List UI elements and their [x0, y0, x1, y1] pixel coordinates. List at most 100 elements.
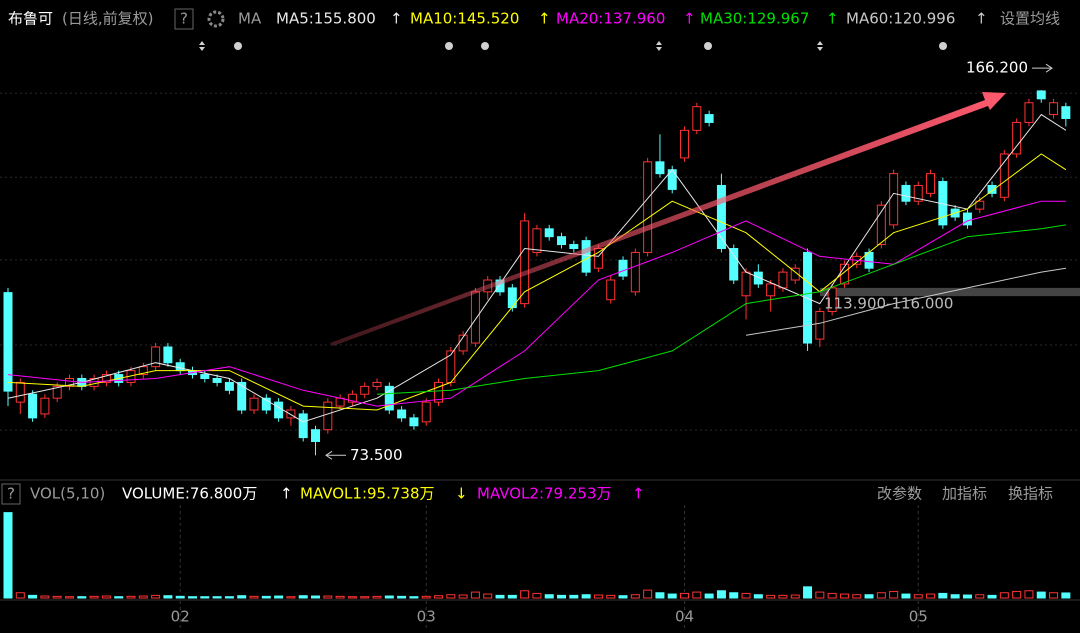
candle-body	[360, 385, 370, 395]
help[interactable]: ?	[7, 485, 15, 503]
candle-body	[778, 271, 788, 289]
action-button[interactable]: 加指标	[942, 485, 987, 503]
candle-body	[434, 381, 444, 403]
volume-bar	[77, 596, 87, 599]
volume-trend: ↑	[280, 485, 293, 503]
candle-body	[409, 417, 419, 427]
volume-bar	[716, 590, 726, 599]
ma-label: MA	[238, 10, 262, 28]
mavol-legend: MAVOL1:95.738万	[300, 485, 435, 503]
candle-body	[261, 397, 271, 411]
candle-body	[3, 292, 13, 392]
volume-bar	[532, 592, 542, 599]
volume-bar	[409, 596, 419, 599]
candle-body	[569, 244, 579, 250]
ma-line	[7, 153, 1067, 411]
ma-trend: ↑	[826, 10, 839, 28]
event-markers	[199, 41, 947, 51]
period: (日线,前复权)	[62, 10, 153, 28]
volume-bar	[839, 593, 849, 599]
action-button[interactable]: 改参数	[877, 485, 922, 503]
candle-body	[680, 129, 690, 159]
candle-body	[839, 263, 849, 285]
volume-bar	[864, 594, 874, 599]
volume-bar	[360, 596, 370, 599]
candle-body	[913, 184, 923, 202]
help-box[interactable]	[1, 483, 21, 505]
volume-bar	[224, 596, 234, 599]
candle-body	[803, 251, 813, 344]
x-tick-label: 05	[909, 608, 928, 626]
volume-bar	[298, 595, 308, 599]
help-box[interactable]	[174, 8, 194, 30]
action-button[interactable]: 换指标	[1008, 485, 1053, 503]
volume-bar	[335, 595, 345, 599]
candle-body	[298, 413, 308, 439]
volume-bar	[163, 595, 173, 599]
candle-body	[15, 381, 25, 403]
volume-bar	[507, 594, 517, 599]
volume-bar	[151, 594, 161, 599]
x-tick-label: 02	[171, 608, 190, 626]
candle-body	[323, 401, 333, 431]
volume-bar	[212, 596, 222, 599]
ma-legend: MA20:137.960	[556, 10, 665, 28]
marker	[817, 41, 823, 51]
high-pointer-head	[1045, 63, 1053, 73]
volume-bar	[1024, 590, 1034, 599]
candle-body	[28, 393, 38, 419]
ma-trend: ↑	[683, 10, 696, 28]
volume-bar	[557, 594, 567, 599]
volume-bar	[889, 590, 899, 599]
trend-arrow	[330, 92, 1006, 346]
candle-body	[815, 311, 825, 340]
candle-body	[790, 267, 800, 281]
volume-bar	[286, 596, 296, 599]
volume-bar	[630, 594, 640, 599]
volume-bar	[520, 590, 530, 599]
help[interactable]: ?	[180, 10, 188, 28]
candle-body	[372, 381, 382, 387]
volume-bar	[249, 595, 259, 599]
marker	[939, 42, 947, 50]
low-label: 73.500	[350, 446, 403, 464]
settings-icon[interactable]	[207, 10, 225, 28]
candle-body	[200, 374, 210, 379]
volume-bar	[618, 595, 628, 599]
volume-bar	[138, 595, 148, 599]
volume-bar	[397, 595, 407, 599]
volume-bar	[544, 594, 554, 599]
candle-body	[1036, 90, 1046, 100]
candle-body	[655, 161, 665, 175]
candle-body	[962, 212, 972, 226]
volume-bar	[64, 596, 74, 599]
ma-legend: MA10:145.520	[410, 10, 519, 28]
candle-body	[175, 362, 185, 372]
candle-body	[606, 279, 616, 301]
volume-bar	[28, 594, 38, 599]
set-ma[interactable]: 设置均线	[1000, 10, 1060, 28]
volume-bar	[926, 593, 936, 599]
volume-bar	[655, 592, 665, 599]
volume-legend: VOLUME:76.800万	[122, 485, 257, 503]
volume-bar	[938, 592, 948, 599]
candle-body	[163, 346, 173, 364]
volume-bar	[999, 592, 1009, 599]
candle-body	[520, 220, 530, 305]
ma-legend: MA60:120.996	[846, 10, 955, 28]
volume-bar	[1061, 592, 1071, 599]
volume-bar	[483, 593, 493, 599]
volume-bar	[114, 596, 124, 599]
volume-bar	[274, 595, 284, 599]
volume-bar	[753, 594, 763, 599]
volume-bar	[606, 594, 616, 599]
candle-body	[237, 381, 247, 411]
ma-line	[745, 267, 1066, 336]
candle-body	[347, 393, 357, 403]
candle-body	[101, 374, 111, 383]
volume-bar	[901, 593, 911, 599]
candle-body	[311, 429, 321, 443]
candle-body	[692, 106, 702, 131]
volume-bar	[643, 589, 653, 599]
